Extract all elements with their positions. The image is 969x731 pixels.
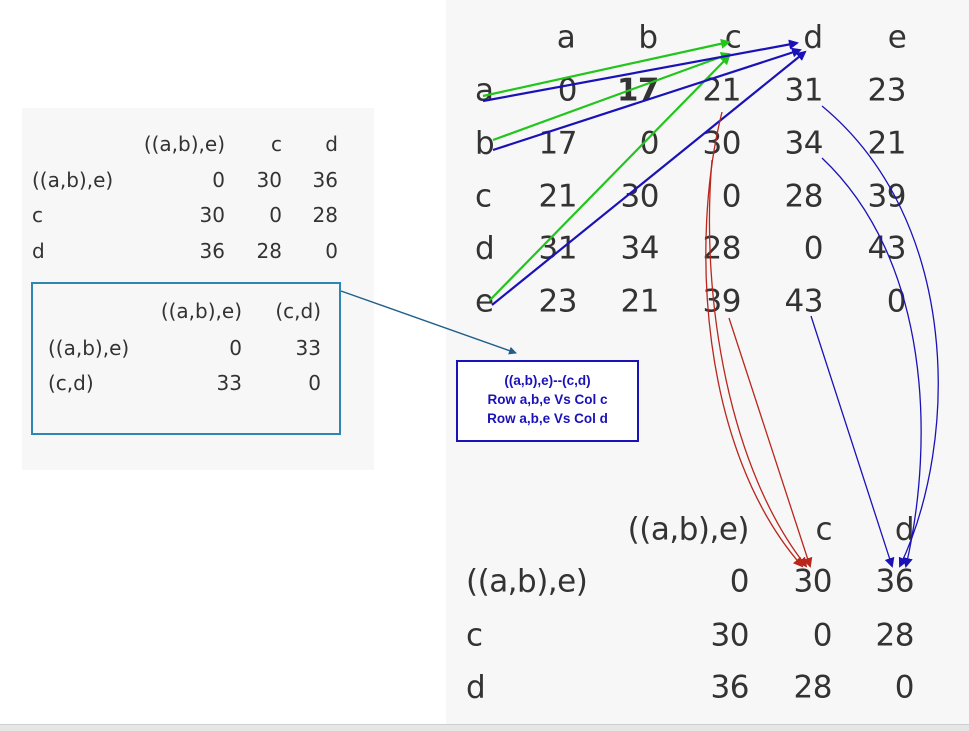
- matrix-cell: 39: [867, 178, 907, 215]
- matrix-cell: 43: [784, 283, 824, 320]
- matrix-cell: 0: [721, 178, 742, 215]
- matrix-cell: 0: [325, 239, 338, 263]
- column-header: b: [638, 19, 658, 56]
- matrix-cell: 31: [784, 72, 824, 109]
- matrix-cell: 21: [620, 283, 660, 320]
- merged-matrix-box: [31, 282, 341, 435]
- matrix-cell: 28: [784, 178, 824, 215]
- matrix-cell: 0: [269, 203, 282, 227]
- matrix-cell: 0: [729, 563, 750, 600]
- matrix-cell: 34: [784, 125, 824, 162]
- matrix-cell: 17: [538, 125, 578, 162]
- matrix-cell: 30: [199, 203, 225, 227]
- matrix-cell: 28: [875, 617, 915, 654]
- matrix-cell: 28: [793, 669, 833, 706]
- matrix-cell: 0: [812, 617, 833, 654]
- matrix-cell: 28: [256, 239, 282, 263]
- matrix-cell: 43: [867, 230, 907, 267]
- matrix-cell: 30: [702, 125, 742, 162]
- bottom-border-strip: [0, 724, 969, 731]
- row-label: a: [475, 72, 494, 109]
- matrix-cell: 0: [308, 371, 321, 395]
- note-line: ((a,b),e)--(c,d): [504, 373, 591, 388]
- matrix-cell: 36: [312, 168, 338, 192]
- merge-note-box: ((a,b),e)--(c,d) Row a,b,e Vs Col c Row …: [456, 360, 639, 442]
- matrix-cell: 30: [710, 617, 750, 654]
- column-header: a: [556, 19, 576, 56]
- matrix-cell: 28: [312, 203, 338, 227]
- matrix-cell: 39: [702, 283, 742, 320]
- matrix-cell: 30: [256, 168, 282, 192]
- matrix-cell: 17: [616, 72, 660, 109]
- matrix-cell: 30: [793, 563, 833, 600]
- row-label: c: [32, 203, 43, 227]
- matrix-cell: 23: [538, 283, 578, 320]
- note-line: Row a,b,e Vs Col c: [487, 392, 608, 407]
- matrix-cell: 33: [295, 336, 321, 360]
- row-label: e: [475, 283, 494, 320]
- row-label: c: [475, 178, 492, 215]
- matrix-cell: 36: [875, 563, 915, 600]
- note-line: Row a,b,e Vs Col d: [487, 411, 608, 426]
- row-label: d: [32, 239, 45, 263]
- matrix-cell: 31: [538, 230, 578, 267]
- row-label: c: [466, 617, 483, 654]
- row-label: ((a,b),e): [466, 563, 588, 600]
- matrix-cell: 0: [886, 283, 907, 320]
- column-header: d: [803, 19, 823, 56]
- matrix-cell: 28: [702, 230, 742, 267]
- matrix-cell: 21: [867, 125, 907, 162]
- column-header: ((a,b),e): [160, 299, 242, 323]
- row-label: ((a,b),e): [32, 168, 114, 192]
- matrix-cell: 0: [639, 125, 660, 162]
- column-header: ((a,b),e): [627, 511, 750, 548]
- matrix-cell: 23: [867, 72, 907, 109]
- matrix-cell: 36: [199, 239, 225, 263]
- column-header: c: [724, 19, 742, 56]
- column-header: c: [271, 132, 282, 156]
- matrix-cell: 30: [620, 178, 660, 215]
- row-label: d: [466, 669, 486, 706]
- previous-matrix-panel: [22, 108, 374, 470]
- column-header: ((a,b),e): [143, 132, 225, 156]
- matrix-cell: 0: [803, 230, 824, 267]
- column-header: (c,d): [275, 299, 321, 323]
- matrix-cell: 36: [710, 669, 750, 706]
- matrix-cell: 0: [212, 168, 225, 192]
- column-header: d: [325, 132, 338, 156]
- row-label: ((a,b),e): [48, 336, 130, 360]
- column-header: d: [894, 511, 915, 548]
- matrix-cell: 21: [702, 72, 742, 109]
- row-label: (c,d): [48, 371, 94, 395]
- column-header: c: [815, 511, 832, 548]
- row-label: b: [475, 125, 495, 162]
- matrix-cell: 33: [216, 371, 242, 395]
- matrix-cell: 0: [557, 72, 578, 109]
- matrix-cell: 0: [229, 336, 242, 360]
- matrix-cell: 34: [620, 230, 660, 267]
- matrix-cell: 21: [538, 178, 578, 215]
- row-label: d: [475, 230, 495, 267]
- column-header: e: [887, 19, 907, 56]
- matrix-cell: 0: [894, 669, 915, 706]
